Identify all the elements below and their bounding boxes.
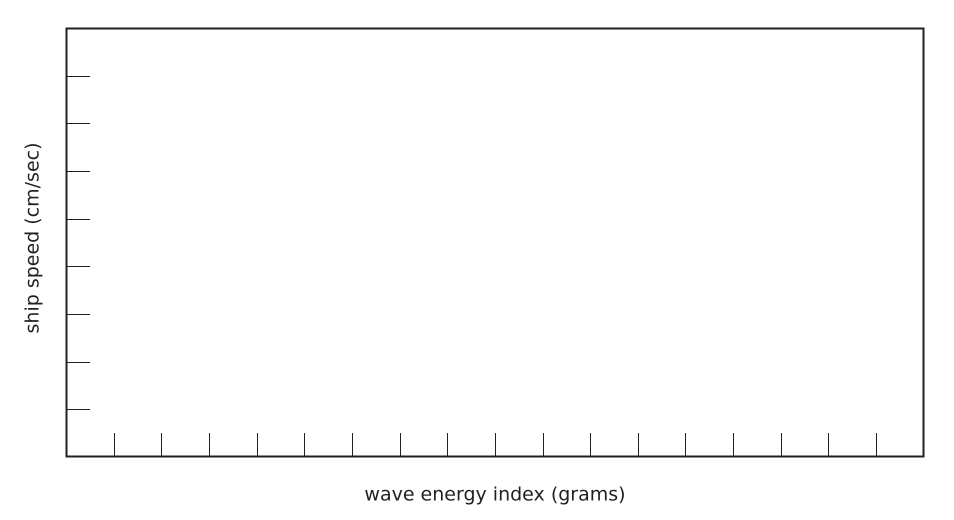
plot-frame	[65, 27, 925, 458]
y-axis-label: ship speed (cm/sec)	[22, 143, 44, 334]
x-axis-label: wave energy index (grams)	[364, 484, 625, 506]
